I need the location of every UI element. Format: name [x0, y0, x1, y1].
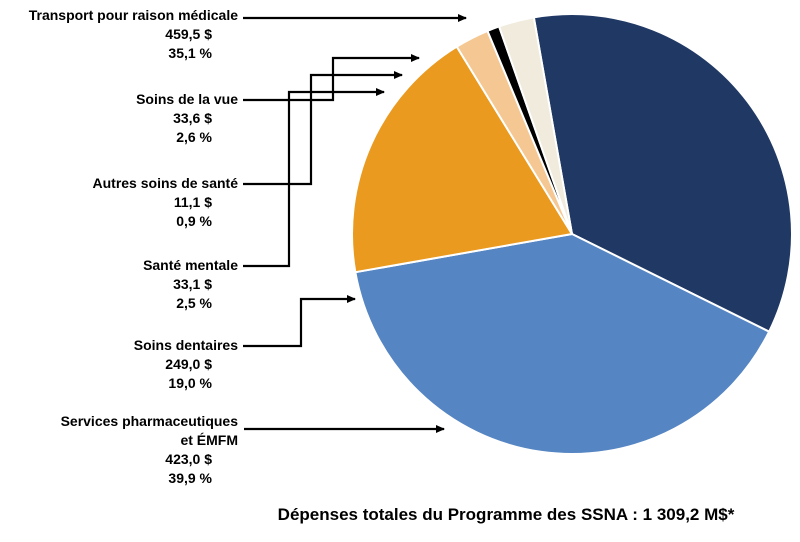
slice-value: 459,5 $	[165, 26, 212, 42]
label-soins-de-la-vue: Soins de la vue 33,6 $ 2,6 %	[0, 90, 238, 147]
label-sante-mentale: Santé mentale 33,1 $ 2,5 %	[0, 256, 238, 313]
slice-percent: 39,9 %	[168, 470, 212, 486]
chart-caption: Dépenses totales du Programme des SSNA :…	[277, 505, 735, 524]
pie-slice-0	[532, 13, 793, 333]
slice-percent: 2,5 %	[176, 295, 212, 311]
slice-percent: 2,6 %	[176, 129, 212, 145]
slice-value: 11,1 $	[173, 194, 212, 210]
pie-slice-1	[354, 233, 771, 455]
label-soins-dentaires: Soins dentaires 249,0 $ 19,0 %	[0, 336, 238, 393]
label-services-pharma: Services pharmaceutiques et ÉMFM 423,0 $…	[0, 412, 238, 488]
slice-name: Autres soins de santé	[92, 175, 239, 191]
slice-percent: 0,9 %	[176, 213, 212, 229]
slice-name: Soins dentaires	[133, 337, 238, 353]
slice-percent: 19,0 %	[168, 375, 212, 391]
slice-name-line2: et ÉMFM	[180, 432, 238, 448]
slice-name: Santé mentale	[143, 257, 238, 273]
slice-value: 33,1 $	[173, 276, 212, 292]
label-transport: Transport pour raison médicale 459,5 $ 3…	[0, 6, 238, 63]
slice-name: Soins de la vue	[136, 91, 238, 107]
slice-name: Services pharmaceutiques	[60, 413, 238, 429]
slice-value: 33,6 $	[173, 110, 212, 126]
slice-percent: 35,1 %	[168, 45, 212, 61]
label-autres-soins: Autres soins de santé 11,1 $ 0,9 %	[0, 174, 239, 231]
slice-value: 249,0 $	[165, 356, 212, 372]
slice-value: 423,0 $	[165, 451, 212, 467]
pie-slice-5	[498, 16, 573, 235]
slice-name: Transport pour raison médicale	[28, 7, 238, 23]
